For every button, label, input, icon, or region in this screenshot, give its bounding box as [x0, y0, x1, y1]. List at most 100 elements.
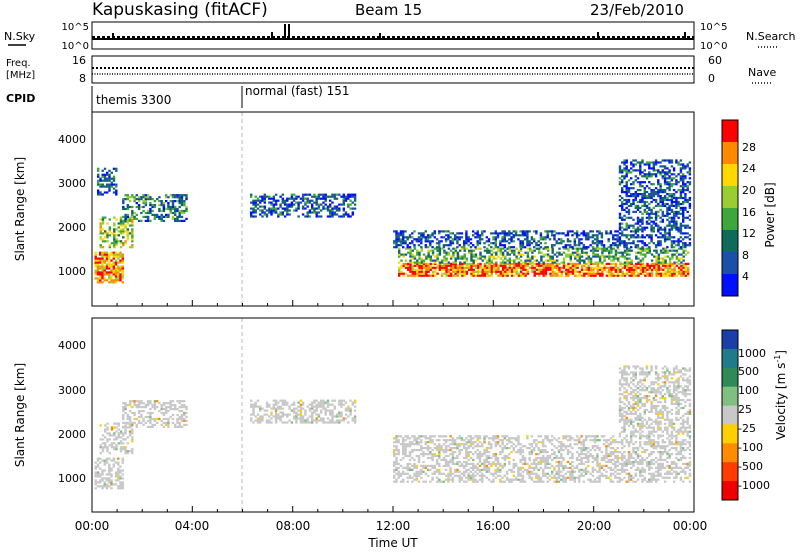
range-gate-cell	[254, 419, 257, 422]
range-gate-cell	[670, 228, 674, 231]
range-gate-cell	[628, 257, 631, 260]
range-gate-cell	[313, 405, 316, 408]
range-gate-cell	[490, 246, 493, 249]
range-gate-cell	[449, 255, 453, 258]
range-gate-cell	[254, 203, 257, 206]
range-gate-cell	[672, 222, 676, 225]
range-gate-cell	[675, 228, 678, 231]
range-gate-cell	[115, 193, 118, 196]
range-gate-cell	[443, 262, 446, 265]
range-gate-cell	[556, 262, 559, 265]
range-gate-cell	[609, 244, 613, 247]
range-gate-cell	[648, 222, 651, 225]
range-gate-cell	[119, 442, 123, 445]
range-gate-cell	[608, 268, 611, 271]
range-gate-cell	[666, 187, 669, 190]
range-gate-cell	[562, 458, 565, 462]
range-gate-cell	[668, 266, 672, 269]
range-gate-cell	[283, 399, 287, 402]
range-gate-cell	[324, 421, 327, 424]
range-gate-cell	[617, 270, 620, 273]
range-gate-cell	[650, 196, 653, 200]
range-gate-cell	[514, 462, 518, 465]
range-gate-cell	[580, 268, 584, 271]
range-gate-cell	[501, 456, 504, 460]
range-gate-cell	[420, 246, 423, 249]
range-gate-cell	[684, 200, 687, 204]
range-gate-cell	[645, 185, 649, 188]
range-gate-cell	[519, 460, 522, 464]
range-gate-cell	[399, 232, 403, 235]
range-gate-cell	[420, 257, 423, 260]
range-gate-cell	[652, 173, 655, 176]
range-gate-cell	[178, 402, 181, 405]
range-gate-cell	[169, 402, 172, 405]
range-gate-cell	[623, 202, 626, 206]
range-gate-cell	[654, 204, 658, 207]
range-gate-cell	[481, 454, 484, 458]
range-gate-cell	[99, 273, 102, 276]
range-gate-cell	[621, 242, 624, 245]
range-gate-cell	[539, 458, 543, 462]
range-gate-cell	[426, 240, 430, 243]
range-gate-cell	[96, 259, 100, 262]
range-gate-cell	[610, 259, 613, 262]
range-gate-cell	[635, 251, 638, 254]
range-gate-cell	[623, 175, 626, 178]
range-gate-cell	[567, 249, 570, 252]
range-gate-cell	[657, 261, 660, 264]
range-gate-cell	[320, 417, 323, 420]
range-gate-cell	[497, 249, 500, 252]
range-gate-cell	[618, 242, 622, 245]
range-gate-cell	[632, 234, 635, 237]
range-gate-cell	[333, 207, 336, 210]
range-gate-cell	[659, 268, 663, 271]
range-gate-cell	[483, 439, 486, 442]
range-gate-cell	[454, 474, 457, 477]
range-gate-cell	[506, 253, 509, 256]
range-gate-cell	[122, 202, 125, 205]
range-gate-cell	[306, 197, 309, 200]
range-gate-cell	[523, 480, 527, 483]
range-gate-cell	[322, 201, 325, 204]
range-gate-cell	[440, 274, 444, 277]
range-gate-cell	[544, 460, 547, 464]
range-gate-cell	[654, 193, 658, 196]
range-gate-cell	[112, 269, 115, 272]
range-gate-cell	[576, 251, 579, 254]
range-gate-cell	[250, 417, 253, 420]
range-gate-cell	[571, 272, 575, 275]
range-gate-cell	[415, 476, 418, 479]
range-gate-cell	[558, 274, 561, 277]
range-gate-cell	[648, 181, 651, 184]
range-gate-cell	[610, 266, 613, 269]
range-gate-cell	[431, 441, 434, 444]
range-gate-cell	[315, 197, 318, 200]
range-gate-cell	[569, 476, 572, 479]
range-gate-cell	[162, 209, 166, 213]
range-gate-cell	[395, 456, 398, 460]
range-gate-cell	[623, 274, 627, 277]
range-gate-cell	[485, 470, 488, 473]
range-gate-cell	[672, 200, 676, 204]
range-gate-cell	[508, 462, 511, 465]
range-gate-cell	[562, 480, 565, 483]
range-gate-cell	[119, 251, 122, 254]
range-gate-cell	[131, 196, 134, 199]
range-gate-cell	[395, 244, 398, 247]
range-gate-cell	[399, 472, 403, 475]
range-gate-cell	[682, 244, 685, 247]
range-gate-cell	[117, 436, 120, 439]
range-gate-cell	[641, 253, 645, 256]
range-gate-cell	[256, 417, 260, 420]
range-gate-cell	[399, 480, 403, 483]
range-gate-cell	[684, 266, 688, 269]
range-gate-cell	[684, 175, 687, 178]
range-gate-cell	[677, 189, 680, 192]
range-gate-cell	[178, 198, 181, 201]
range-gate-cell	[492, 242, 495, 245]
range-gate-cell	[657, 202, 660, 206]
range-gate-cell	[538, 262, 541, 265]
range-gate-cell	[292, 407, 296, 410]
range-gate-cell	[114, 279, 118, 282]
